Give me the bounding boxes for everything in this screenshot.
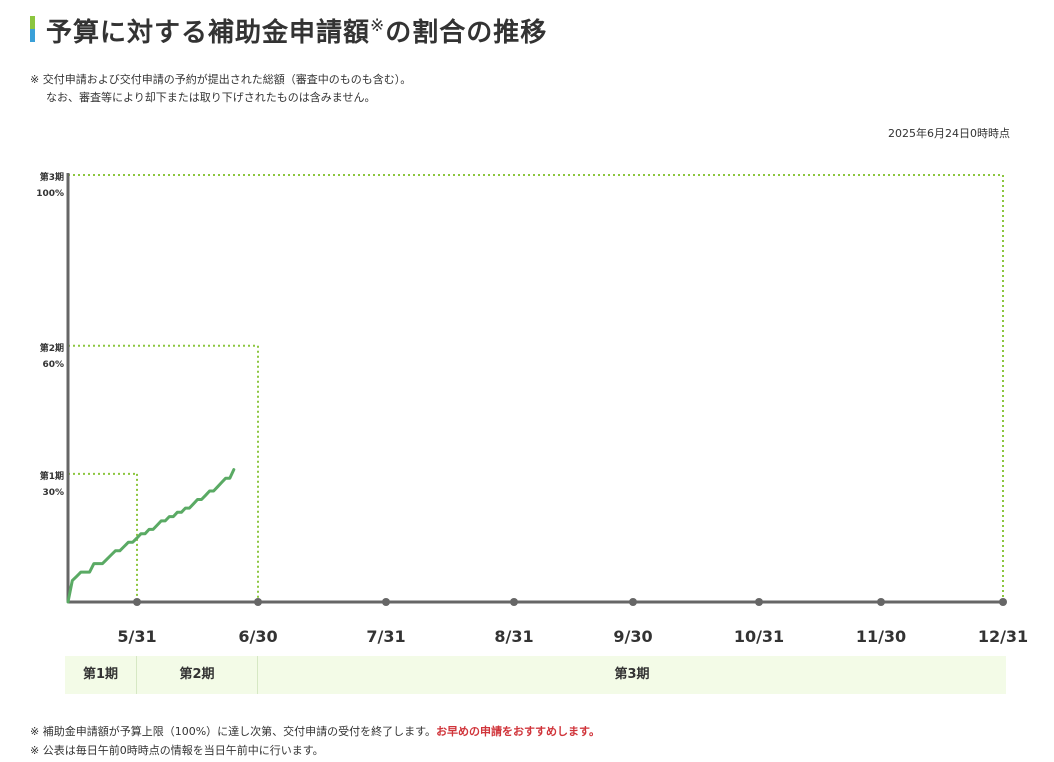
y-label-phase-1: 第1期 [40,470,64,482]
x-tick-dot [755,598,763,606]
x-tick-label: 10/31 [734,627,784,646]
ratio-chart: 第1期 30% 第2期 60% 第3期 100% 5/31 6/30 7/31 8/31 9/30… [36,171,1028,646]
y-label-value-2: 60% [42,360,64,370]
x-tick-dot [510,598,518,606]
title-note-mark: ※ [370,16,386,36]
y-label-phase-2: 第2期 [40,342,64,354]
x-tick-label: 6/30 [238,627,277,646]
page-title: 予算に対する補助金申請額※の割合の推移 [46,12,547,49]
phase-cell-1: 第1期 [82,667,119,682]
x-tick-label: 11/30 [856,627,906,646]
x-tick-label: 7/31 [366,627,405,646]
y-label-value-3: 100% [36,189,64,199]
footer-note-1-emphasis: お早めの申請をおすすめします。 [436,725,600,738]
x-tick-dot [629,598,637,606]
phase-divider [136,656,137,694]
x-tick-label: 12/31 [978,627,1028,646]
x-tick-dot [877,598,885,606]
y-axis-labels: 第1期 30% 第2期 60% 第3期 100% [36,171,64,498]
phase-bar: 第1期 第2期 第3期 [65,656,1006,694]
footer-note-1-text: ※ 補助金申請額が予算上限（100%）に達し次第、交付申請の受付を終了します。 [30,725,437,738]
x-tick-label: 8/31 [494,627,533,646]
title-accent-bar [30,16,35,42]
x-tick-dot [999,598,1007,606]
definition-note-line-1: ※ 交付申請および交付申請の予約が提出された総額（審査中のものも含む）。 [30,73,412,86]
y-label-phase-3: 第3期 [40,171,64,183]
x-tick-dot [382,598,390,606]
footer-note-2: ※ 公表は毎日午前0時時点の情報を当日午前中に行います。 [30,744,324,757]
x-tick-dot [254,598,262,606]
x-axis-ticks: 5/31 6/30 7/31 8/31 9/30 10/31 11/30 12/31 [117,598,1028,646]
y-label-value-1: 30% [42,488,64,498]
footer-note-1: ※ 補助金申請額が予算上限（100%）に達し次第、交付申請の受付を終了します。お… [30,722,600,741]
x-tick-label: 9/30 [613,627,652,646]
as-of-timestamp: 2025年6月24日0時時点 [888,127,1010,140]
threshold-lines [68,174,1004,602]
x-tick-dot [133,598,141,606]
definition-note: ※ 交付申請および交付申請の予約が提出された総額（審査中のものも含む）。 なお、… [30,71,411,107]
phase-cell-3: 第3期 [614,667,650,682]
phase-cell-2: 第2期 [179,667,215,682]
footer-notes: ※ 補助金申請額が予算上限（100%）に達し次第、交付申請の受付を終了します。お… [30,722,600,760]
title-text: 予算に対する補助金申請額 [46,18,371,48]
x-tick-label: 5/31 [117,627,156,646]
phase-divider [257,656,258,694]
definition-note-line-2: なお、審査等により却下または取り下げされたものは含みません。 [46,91,376,104]
title-suffix: の割合の推移 [385,18,548,48]
series-line [66,468,236,604]
